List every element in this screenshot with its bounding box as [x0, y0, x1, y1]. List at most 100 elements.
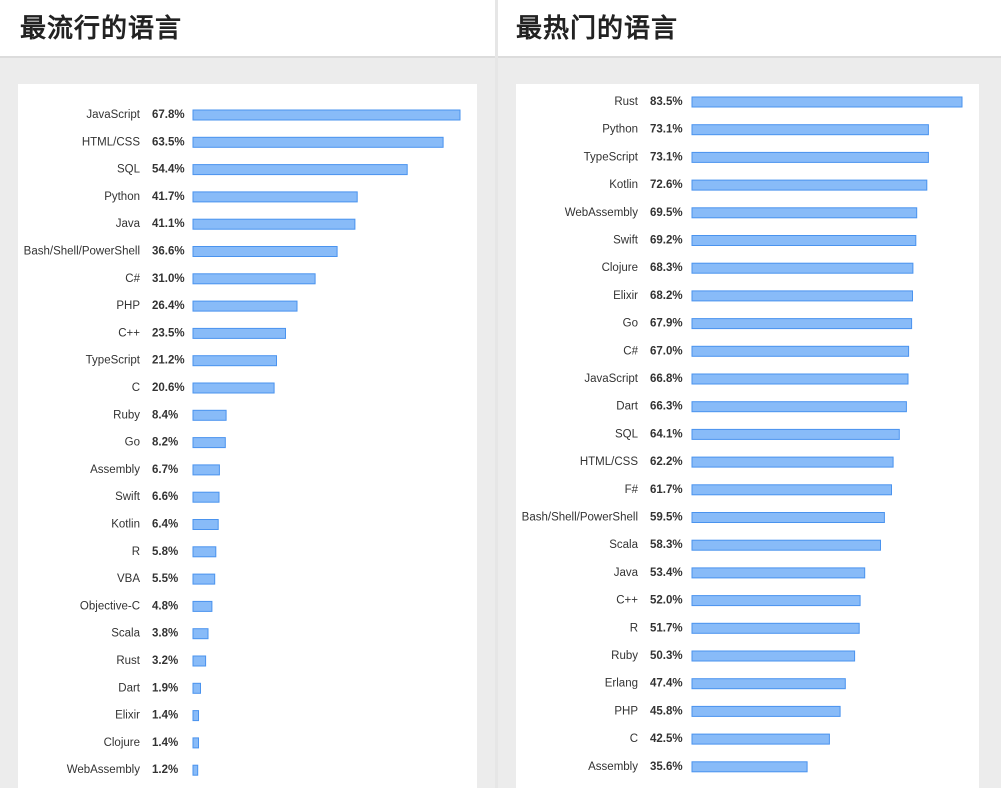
value-label: 73.1%: [650, 151, 683, 163]
category-label: HTML/CSS: [580, 456, 638, 468]
bar: [691, 262, 914, 274]
value-label: 51.7%: [650, 622, 683, 634]
bar: [691, 761, 808, 773]
value-label: 83.5%: [650, 96, 683, 108]
value-label: 50.3%: [650, 650, 683, 662]
category-label: Scala: [609, 539, 638, 551]
bar: [691, 124, 929, 136]
category-label: Bash/Shell/PowerShell: [24, 246, 140, 258]
category-label: Java: [116, 218, 141, 230]
bar: [192, 682, 201, 694]
value-label: 66.8%: [650, 373, 683, 385]
value-label: 62.2%: [650, 456, 683, 468]
category-label: TypeScript: [584, 151, 639, 163]
value-label: 41.1%: [152, 218, 185, 230]
value-label: 61.7%: [650, 484, 683, 496]
value-label: 4.8%: [152, 600, 178, 612]
category-label: Ruby: [113, 409, 140, 421]
value-label: 67.8%: [152, 109, 185, 121]
value-label: 1.4%: [152, 737, 178, 749]
bar: [192, 109, 461, 121]
value-label: 1.2%: [152, 764, 178, 776]
category-label: Dart: [616, 401, 639, 413]
category-label: Elixir: [115, 710, 140, 722]
value-label: 73.1%: [650, 124, 683, 136]
category-label: Scala: [111, 628, 140, 640]
bar: [691, 539, 881, 551]
category-label: Dart: [118, 682, 141, 694]
bar: [192, 655, 207, 667]
category-label: HTML/CSS: [82, 136, 140, 148]
bar: [691, 235, 917, 246]
bar: [192, 519, 219, 530]
category-label: Elixir: [613, 290, 638, 302]
value-label: 42.5%: [650, 733, 683, 745]
category-label: JavaScript: [86, 109, 140, 121]
category-label: WebAssembly: [67, 764, 141, 776]
category-label: Ruby: [611, 650, 638, 662]
value-label: 68.3%: [650, 262, 683, 274]
bar: [691, 512, 885, 523]
category-label: Bash/Shell/PowerShell: [522, 512, 638, 524]
category-label: WebAssembly: [565, 207, 639, 219]
value-label: 68.2%: [650, 290, 683, 302]
bar: [192, 191, 358, 203]
panel-header: 最流行的语言: [0, 0, 495, 58]
panel-most-popular: 最流行的语言 JavaScript 67.8% HTML/CSS 63.5% SQL 54…: [0, 0, 495, 788]
bar: [192, 382, 275, 394]
bar: [192, 218, 356, 230]
bar: [192, 273, 316, 285]
chart-card-most-popular: JavaScript 67.8% HTML/CSS 63.5% SQL 54.4% Pyth…: [18, 84, 477, 788]
bar: [691, 207, 918, 219]
panel-header: 最热门的语言: [498, 0, 1001, 58]
category-label: Swift: [115, 491, 141, 503]
bar: [691, 705, 841, 717]
value-label: 69.2%: [650, 235, 683, 247]
bar: [192, 737, 199, 749]
bar: [691, 622, 860, 634]
bar: [691, 678, 846, 690]
bar: [192, 164, 408, 176]
value-label: 54.4%: [152, 164, 185, 176]
category-label: SQL: [615, 428, 639, 440]
category-label: Go: [623, 318, 638, 330]
bar: [691, 456, 894, 468]
category-label: Go: [125, 437, 140, 449]
category-label: Kotlin: [609, 179, 638, 191]
category-label: C++: [118, 327, 140, 339]
bar: [192, 136, 444, 148]
category-label: Clojure: [104, 737, 140, 749]
bar: [192, 600, 213, 612]
category-label: PHP: [614, 705, 638, 717]
bar: [192, 546, 217, 558]
bar: [691, 484, 892, 496]
bar: [192, 710, 199, 722]
value-label: 8.2%: [152, 437, 178, 449]
value-label: 72.6%: [650, 179, 683, 191]
value-label: 5.8%: [152, 546, 178, 558]
bar: [192, 491, 220, 503]
value-label: 8.4%: [152, 409, 178, 421]
bar: [192, 764, 199, 776]
category-label: R: [630, 622, 638, 634]
chart-most-popular: JavaScript 67.8% HTML/CSS 63.5% SQL 54.4% Pyth…: [24, 109, 461, 776]
category-label: Erlang: [605, 678, 638, 690]
bar: [691, 567, 866, 579]
bar: [691, 179, 928, 191]
bar: [691, 428, 900, 440]
value-label: 58.3%: [650, 539, 683, 551]
value-label: 21.2%: [152, 355, 185, 367]
category-label: C#: [623, 345, 638, 357]
value-label: 23.5%: [152, 327, 185, 339]
category-label: PHP: [116, 300, 140, 312]
value-label: 53.4%: [650, 567, 683, 579]
category-label: JavaScript: [584, 373, 638, 385]
value-label: 69.5%: [650, 207, 683, 219]
value-label: 66.3%: [650, 401, 683, 413]
value-label: 47.4%: [650, 678, 683, 690]
value-label: 64.1%: [650, 428, 683, 440]
bar: [691, 345, 910, 357]
category-label: Rust: [116, 655, 140, 667]
value-label: 3.8%: [152, 628, 178, 640]
value-label: 6.7%: [152, 464, 178, 476]
